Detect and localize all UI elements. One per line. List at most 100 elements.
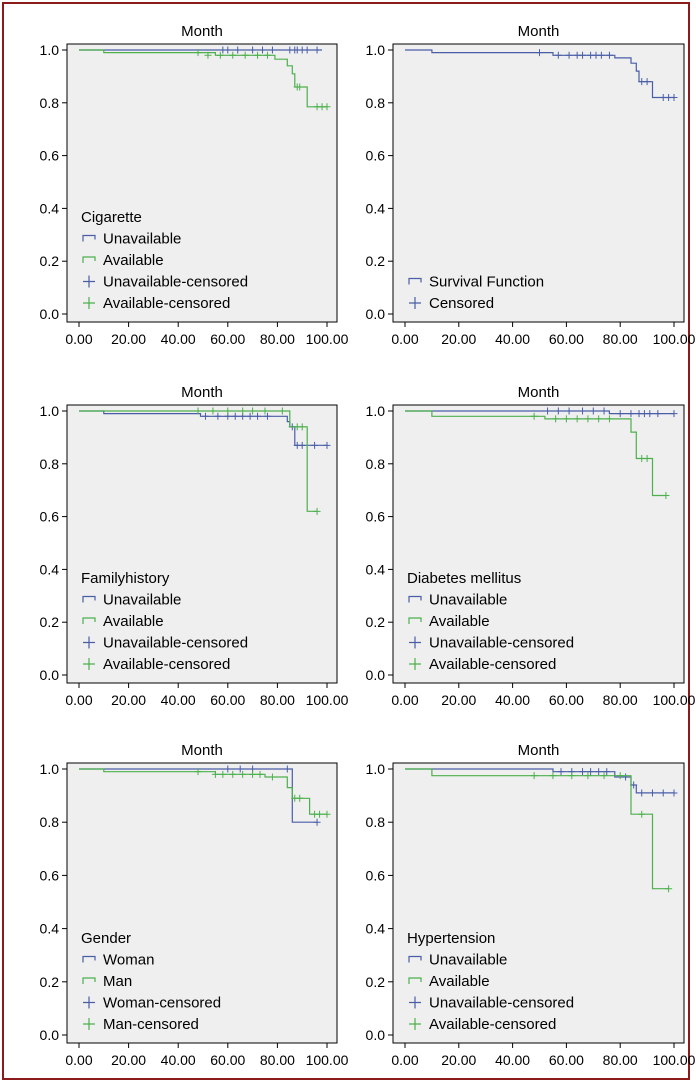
censor-mark <box>229 51 237 59</box>
legend-label: Available-censored <box>103 295 230 312</box>
censor-mark <box>643 455 651 463</box>
censor-mark <box>544 407 552 415</box>
x-tick-label: 20.00 <box>111 692 146 708</box>
censor-mark <box>249 770 257 778</box>
legend: Cigarette Unavailable Available Unavailable… <box>81 209 248 312</box>
censor-mark <box>236 765 244 773</box>
x-tick-label: 20.00 <box>441 331 476 347</box>
x-tick-label: 100.00 <box>306 692 349 708</box>
y-tick-label: 0.2 <box>366 253 386 269</box>
y-tick-label: 0.6 <box>366 509 386 525</box>
censor-mark <box>224 46 232 54</box>
y-tick-label: 0.0 <box>366 306 386 322</box>
y-tick-label: 0.8 <box>40 814 60 830</box>
legend-line-swatch <box>408 277 422 285</box>
censor-mark <box>323 810 331 818</box>
y-tick-label: 0.8 <box>366 814 386 830</box>
censor-mark <box>589 407 597 415</box>
y-tick-label: 0.6 <box>366 148 386 164</box>
x-tick-label: 80.00 <box>260 692 295 708</box>
legend-cross-swatch <box>409 996 421 1009</box>
x-tick-label: 100.00 <box>653 1052 696 1068</box>
legend-label: Unavailable <box>429 952 507 969</box>
legend-line-swatch <box>82 977 96 984</box>
y-tick-label: 0.2 <box>40 614 60 630</box>
chart-title: Month <box>181 23 223 40</box>
censor-mark <box>234 46 242 54</box>
legend: Familyhistory Unavailable Available Unavail… <box>81 570 248 673</box>
legend-label: Woman-censored <box>103 995 221 1012</box>
censor-mark <box>568 772 576 780</box>
x-tick-label: 20.00 <box>441 1052 476 1068</box>
x-tick-label: 100.00 <box>653 692 696 708</box>
y-tick-label: 0.2 <box>366 614 386 630</box>
y-tick-label: 1.0 <box>40 42 60 58</box>
censor-mark <box>298 423 306 431</box>
censor-mark <box>549 772 557 780</box>
legend-line-swatch <box>82 256 96 263</box>
censor-mark <box>638 810 646 818</box>
x-tick-label: 40.00 <box>161 331 196 347</box>
censor-mark <box>565 51 573 59</box>
legend-label: Available <box>429 613 490 630</box>
survival-curve-2 <box>79 768 327 815</box>
x-tick-label: 100.00 <box>306 1052 349 1068</box>
censor-mark <box>214 412 222 420</box>
legend-label: Unavailable <box>103 592 181 609</box>
y-tick-label: 0.4 <box>40 921 60 937</box>
censor-mark <box>587 768 595 776</box>
legend-cross-swatch <box>83 636 95 649</box>
y-tick-label: 1.0 <box>40 403 60 419</box>
y-tick-label: 0.2 <box>366 974 386 990</box>
censor-mark <box>670 789 678 797</box>
censor-mark <box>665 885 673 893</box>
y-tick-label: 0.8 <box>366 95 386 111</box>
censor-mark <box>670 94 678 102</box>
x-tick-label: 80.00 <box>603 692 638 708</box>
censor-mark <box>283 765 291 773</box>
censor-mark <box>659 789 667 797</box>
legend-title: Familyhistory <box>81 570 170 587</box>
plot-area <box>66 404 338 684</box>
x-tick-label: 80.00 <box>260 331 295 347</box>
legend-label: Available-censored <box>429 1016 556 1033</box>
plot-area <box>392 762 685 1044</box>
censor-mark <box>646 410 654 418</box>
censor-mark <box>605 415 613 423</box>
censor-mark <box>654 410 662 418</box>
panel-1: Month 0.0 0.2 0.4 0.6 0.8 1.0 0.00 20.00 40.00 60.… <box>40 23 349 347</box>
legend-label: Unavailable-censored <box>429 995 574 1012</box>
censor-mark <box>554 51 562 59</box>
censor-mark <box>194 768 202 776</box>
legend-title: Diabetes mellitus <box>407 570 521 587</box>
censor-mark <box>296 83 304 91</box>
legend-title: Hypertension <box>407 930 495 947</box>
legend-cross-swatch <box>83 996 95 1009</box>
chart-title: Month <box>518 742 560 759</box>
survival-curve-1 <box>79 410 327 446</box>
x-tick-label: 20.00 <box>111 1052 146 1068</box>
censor-mark <box>643 78 651 86</box>
x-tick-label: 80.00 <box>260 1052 295 1068</box>
x-tick-label: 100.00 <box>653 331 696 347</box>
censor-mark <box>211 770 219 778</box>
censor-mark <box>323 441 331 449</box>
legend-label: Man-censored <box>103 1016 199 1033</box>
censor-mark <box>311 441 319 449</box>
legend-label: Available-censored <box>429 656 556 673</box>
x-tick-label: 0.00 <box>65 331 92 347</box>
censor-mark <box>261 407 269 415</box>
x-tick-label: 60.00 <box>549 1052 584 1068</box>
censor-mark <box>224 407 232 415</box>
censor-mark <box>584 415 592 423</box>
censor-mark <box>595 768 603 776</box>
censor-mark <box>622 773 630 781</box>
legend-label: Man <box>103 973 132 990</box>
censor-mark <box>231 412 239 420</box>
censor-mark <box>201 412 209 420</box>
y-tick-label: 0.2 <box>40 974 60 990</box>
censor-mark <box>638 789 646 797</box>
censor-mark <box>616 410 624 418</box>
legend-cross-swatch <box>83 275 95 288</box>
censor-mark <box>579 768 587 776</box>
